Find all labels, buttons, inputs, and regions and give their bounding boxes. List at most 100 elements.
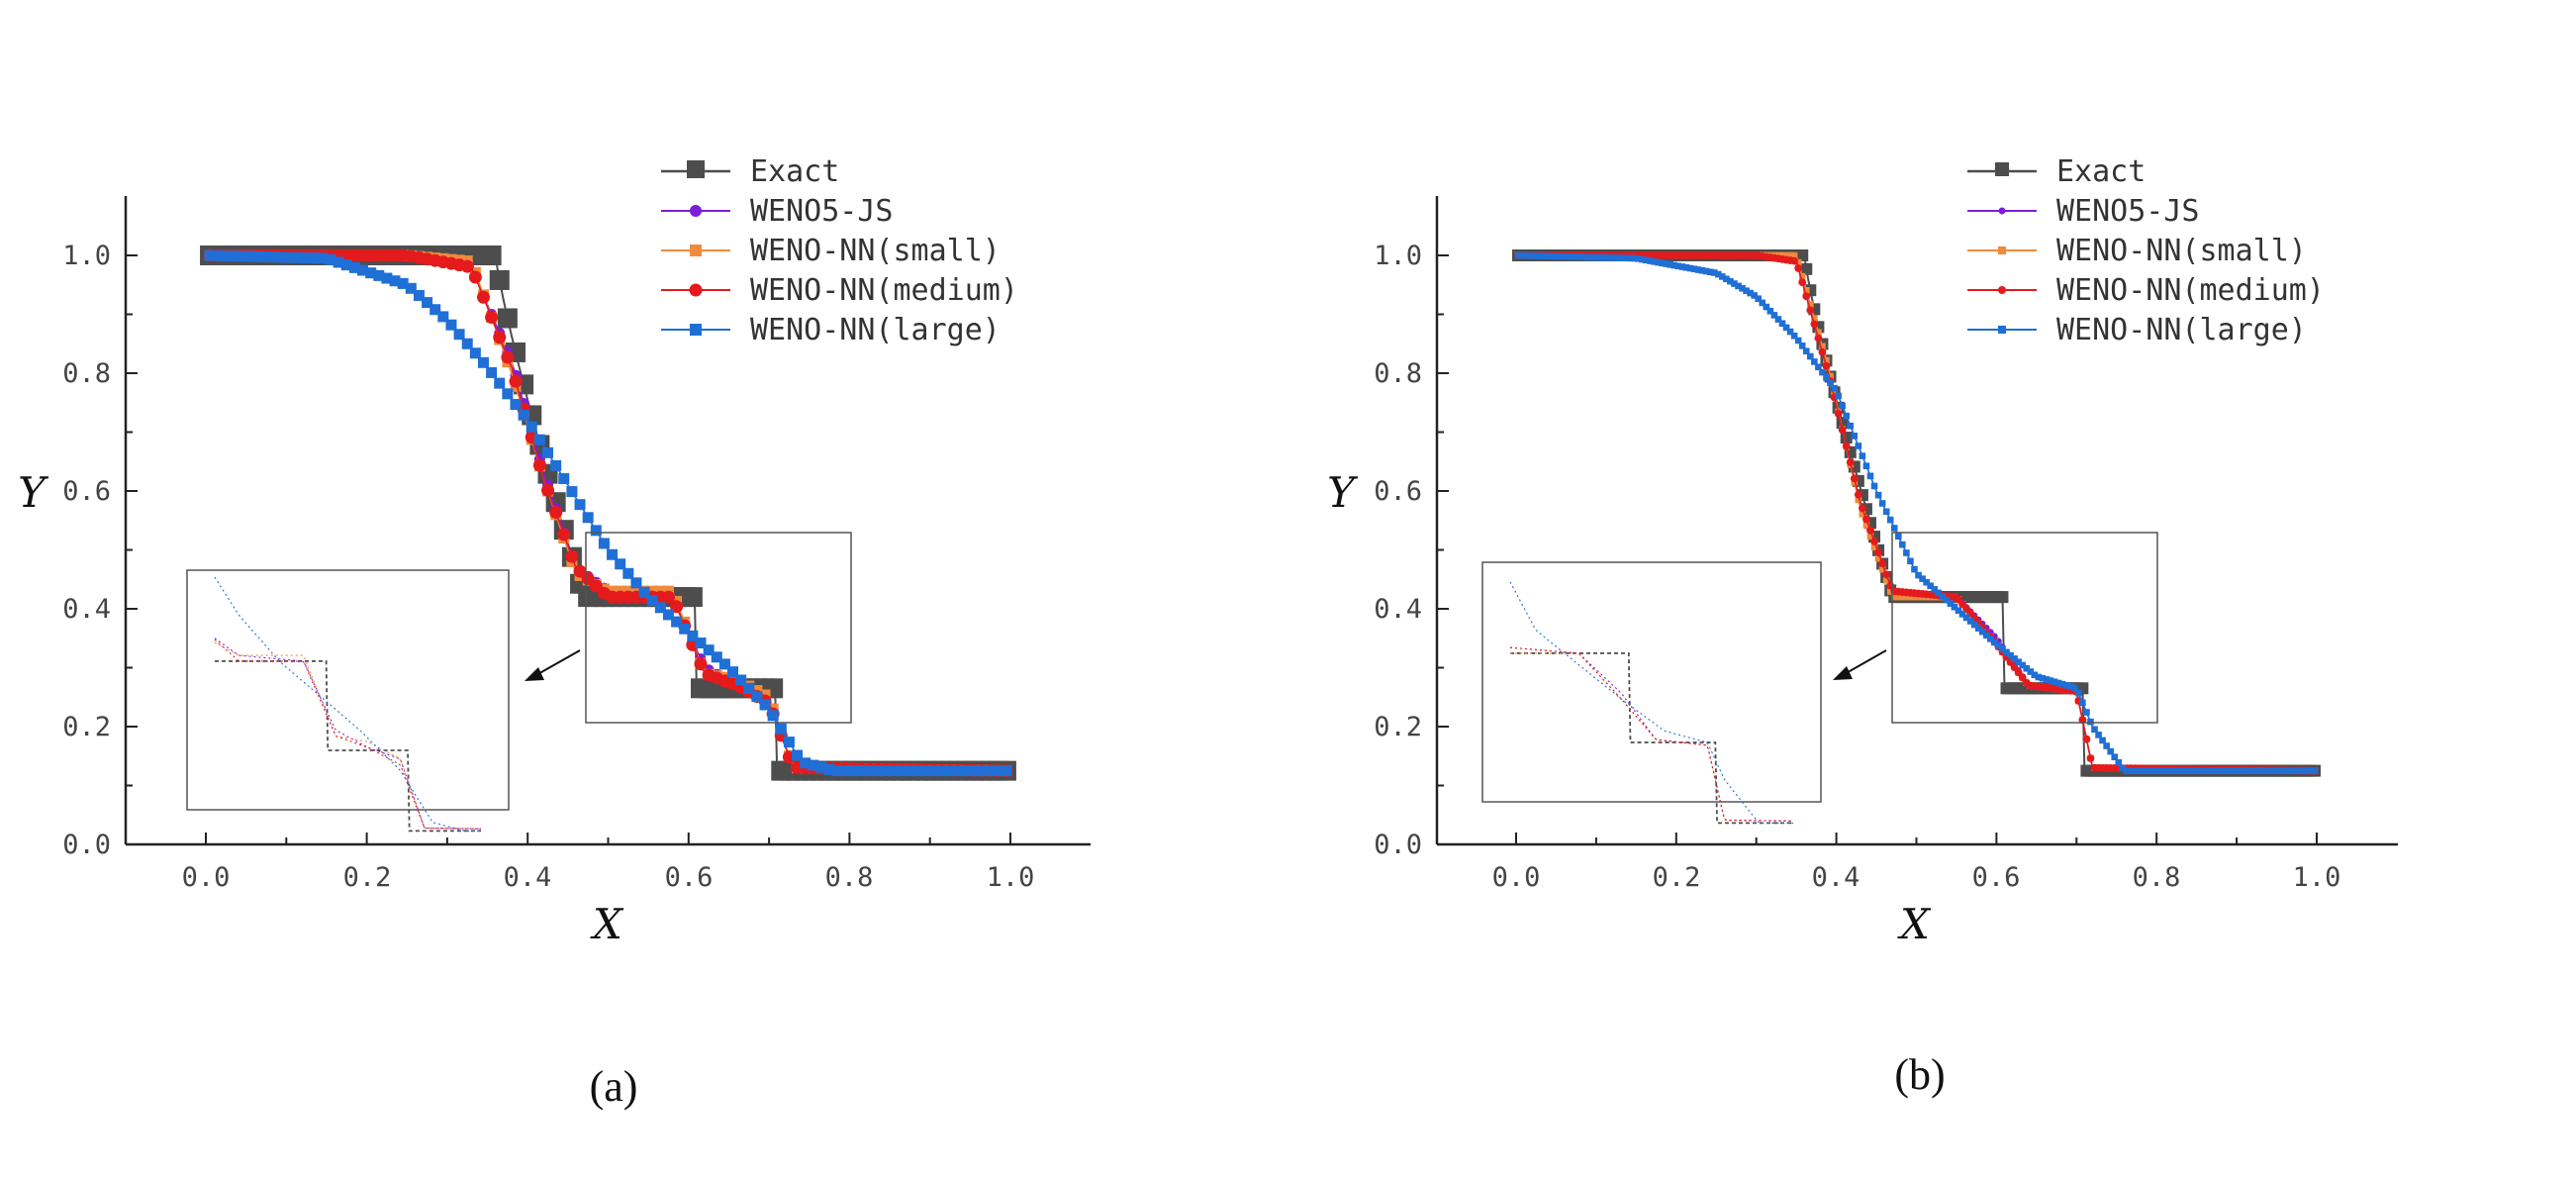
series-weno-nn-large-point [615, 558, 626, 570]
series-weno-nn-large-point [2251, 767, 2258, 774]
series-weno-nn-large-point [831, 765, 843, 777]
series-exact-point [497, 308, 518, 329]
series-weno-nn-large-point [2239, 767, 2246, 774]
series-weno-nn-large-point [1698, 266, 1706, 274]
series-weno-nn-large-point [284, 251, 296, 263]
zoom-region-box-b [1891, 532, 2158, 724]
axis-ticks-a [126, 254, 1011, 845]
series-weno-nn-large-point [1739, 285, 1746, 292]
series-weno-nn-large-point [309, 252, 321, 264]
series-weno-nn-large-point [679, 623, 691, 635]
series-weno-nn-large-point [2051, 678, 2058, 686]
legend-label: WENO-NN(medium) [2056, 273, 2325, 308]
series-weno-nn-large-point [260, 250, 272, 262]
series-weno-nn-large-point [687, 630, 699, 641]
series-weno-nn-large-point [662, 609, 674, 621]
series-weno-nn-large-point [2283, 767, 2290, 774]
series-weno-nn-large-point [2311, 767, 2319, 774]
chart-panel-b: 0.0 0.2 0.4 0.6 0.8 1.0 0.0 0.2 0.4 0.6 … [1327, 154, 2398, 1099]
x-tick-label-b: 0.2 [1653, 862, 1701, 893]
legend-item-exact: Exact [661, 154, 839, 189]
series-weno-nn-large-point [952, 765, 964, 777]
x-tick-label-b: 0.8 [2133, 862, 2181, 893]
series-weno-nn-large-point [2131, 767, 2139, 774]
series-weno-nn-large-point [1643, 256, 1650, 264]
series-weno-nn-medium-point [661, 590, 675, 604]
series-weno-nn-large-point [767, 710, 779, 722]
series-weno-nn-large-point [2179, 767, 2186, 774]
y-tick-label-b: 0.0 [1374, 830, 1422, 860]
series-weno-nn-large-point [1855, 442, 1862, 449]
series-weno-nn-large-point [2066, 683, 2074, 690]
series-weno-nn-large-point [301, 251, 313, 263]
series-weno-nn-large-point [445, 319, 457, 331]
series-weno-nn-large-point [1951, 603, 1958, 611]
zoom-arrow-b [1833, 649, 1887, 680]
series-weno-nn-large-point [1626, 254, 1634, 262]
series-weno-nn-large-point [1747, 289, 1754, 297]
series-weno-nn-large-point [1582, 253, 1590, 261]
series-weno-nn-large-point [1782, 324, 1790, 332]
series-weno-nn-large-point [2287, 767, 2295, 774]
series-weno-nn-large-point [2027, 668, 2035, 675]
series-weno-nn-large-point [2115, 758, 2123, 766]
series-weno-nn-large-point [1763, 303, 1770, 311]
series-weno-nn-medium-point [1834, 410, 1843, 418]
series-weno-nn-small-point [1807, 301, 1814, 308]
series-weno-nn-medium-point [460, 259, 474, 273]
series-weno-nn-small-point [1907, 593, 1914, 601]
series-exact-point [1796, 249, 1809, 261]
series-weno-nn-large-point [1802, 347, 1810, 354]
legend-label: WENO-NN(small) [2056, 234, 2307, 268]
series-weno-nn-large-point [2158, 767, 2166, 774]
series-weno-nn-large-point [566, 486, 578, 498]
legend-label: WENO5-JS [2056, 194, 2200, 229]
series-weno-nn-medium-point [1874, 548, 1882, 557]
series-weno-nn-large-point [1798, 343, 1806, 349]
series-weno-nn-large-point [2203, 767, 2211, 774]
series-weno-nn-large-point [2043, 676, 2051, 683]
series-weno-nn-large-point [1526, 252, 1534, 259]
series-weno-nn-large-point [2187, 767, 2194, 774]
series-weno-nn-medium-point [1806, 306, 1815, 315]
series-weno-nn-medium-point [476, 290, 490, 304]
series-weno-nn-large-point [590, 525, 602, 537]
series-weno-nn-large-point [1555, 252, 1562, 260]
series-weno-nn-medium-point [1814, 334, 1823, 343]
series-weno-nn-large-point [888, 765, 900, 777]
series-weno-nn-large-point [2246, 767, 2254, 774]
series-weno-nn-large-point [792, 749, 804, 761]
legend-item-weno-nn-large: WENO-NN(large) [1967, 313, 2307, 347]
legend-label: WENO-NN(medium) [750, 273, 1018, 308]
series-weno-nn-large-point [268, 251, 280, 263]
series-weno-nn-large-point [872, 765, 884, 777]
series-weno-nn-large-point [2150, 767, 2158, 774]
series-weno-nn-large-inset-line [1509, 581, 1793, 824]
series-weno-nn-large-point [2147, 767, 2154, 774]
series-weno-nn-small-point [1894, 593, 1902, 601]
series-weno-nn-large-point [2207, 767, 2215, 774]
series-weno-nn-large-point [1935, 589, 1943, 597]
series-weno-nn-large-point [630, 577, 642, 589]
inset-plot-b [1509, 581, 1793, 825]
series-weno-nn-large-point [2211, 767, 2219, 774]
series-weno-nn-large-point [317, 252, 329, 264]
series-weno-nn-large-point [2267, 767, 2274, 774]
series-weno-nn-large-point [453, 329, 465, 341]
series-weno-nn-large-point [1770, 312, 1778, 319]
series-weno-nn-large-point [2111, 753, 2119, 760]
series-weno-nn-large-point [2039, 674, 2047, 682]
series-weno-nn-large-point [542, 446, 554, 458]
series-weno-nn-large-point [204, 249, 216, 261]
series-weno-nn-large-point [2103, 742, 2110, 749]
series-weno-nn-large-point [365, 267, 377, 279]
series-weno-nn-medium-point [1842, 442, 1851, 450]
series-weno-nn-large-point [2099, 737, 2106, 744]
series-weno-nn-large-point [2087, 718, 2094, 726]
series-weno-nn-large-point [325, 253, 336, 265]
series-weno-nn-large-point [1931, 586, 1939, 593]
series-weno-nn-large-point [2263, 767, 2270, 774]
caption-a: (a) [590, 1062, 638, 1111]
series-weno-nn-large-point [1786, 328, 1794, 336]
series-weno-nn-large-point [429, 304, 441, 316]
